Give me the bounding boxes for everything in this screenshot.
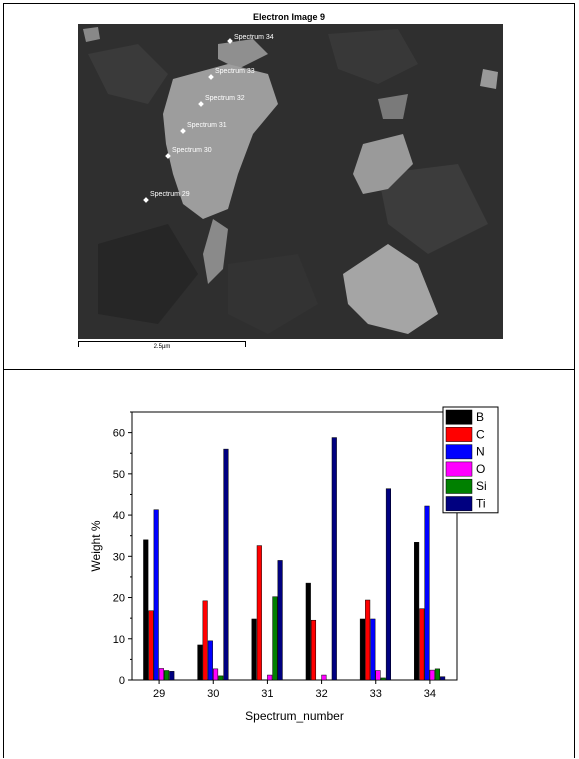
bar-o-30 — [213, 668, 219, 681]
spectrum-label: Spectrum 33 — [215, 68, 255, 75]
electron-micrograph: Spectrum 34 Spectrum 33 Spectrum 32 Spec… — [78, 24, 503, 339]
chart-panel: 29 30 31 32 33 34 0 10 20 30 40 50 60 B C N O Si Ti Weight… — [3, 369, 575, 758]
bar-c-32 — [310, 619, 317, 681]
legend-swatch-b — [445, 409, 473, 425]
legend-label-b: B — [476, 410, 484, 424]
bar-ti-32 — [331, 437, 337, 681]
bar-si-34 — [434, 668, 440, 681]
bar-ti-30 — [223, 448, 229, 681]
legend-label-o: O — [476, 462, 485, 476]
x-tick-label: 30 — [207, 688, 219, 700]
legend-swatch-si — [445, 478, 473, 494]
bar-si-29 — [164, 670, 170, 681]
legend-swatch-c — [445, 427, 473, 442]
bar-n-33 — [370, 618, 376, 681]
bar-si-33 — [380, 677, 386, 681]
bar-b-33 — [359, 618, 365, 681]
x-axis-title: Spectrum_number — [245, 709, 344, 723]
y-tick-label: 10 — [113, 634, 125, 646]
legend-label-ti: Ti — [476, 497, 486, 511]
legend-label-si: Si — [476, 479, 487, 493]
bar-c-30 — [202, 600, 208, 681]
bar-n-30 — [207, 640, 213, 681]
bar-c-29 — [148, 610, 154, 681]
bar-b-32 — [305, 582, 311, 681]
x-tick-label: 29 — [153, 688, 165, 700]
bar-ti-33 — [385, 488, 391, 681]
bar-o-32 — [321, 674, 327, 681]
legend-label-n: N — [476, 445, 485, 459]
spectrum-label: Spectrum 29 — [150, 191, 190, 198]
y-tick-label: 30 — [113, 551, 125, 563]
legend-swatch-n — [445, 444, 473, 460]
bar-ti-31 — [277, 560, 283, 681]
bar-o-34 — [429, 669, 435, 681]
scale-bar-line — [78, 341, 246, 347]
bar-n-34 — [424, 505, 430, 681]
y-tick-label: 20 — [113, 593, 125, 605]
bar-b-34 — [414, 542, 420, 681]
y-axis-title: Weight % — [89, 520, 103, 571]
spectrum-label: Spectrum 32 — [205, 95, 245, 102]
electron-image-title: Electron Image 9 — [252, 12, 326, 22]
bar-ti-34 — [440, 676, 446, 681]
bar-o-29 — [158, 668, 164, 681]
spectrum-label: Spectrum 30 — [172, 147, 212, 154]
bar-b-30 — [197, 644, 203, 681]
y-tick-label: 40 — [113, 510, 125, 522]
bar-si-30 — [218, 675, 224, 681]
legend-swatch-ti — [445, 496, 473, 512]
bar-c-31 — [256, 545, 262, 681]
x-tick-label: 34 — [424, 688, 436, 700]
legend-box — [442, 406, 499, 514]
x-tick-label: 32 — [315, 688, 327, 700]
bar-n-29 — [153, 509, 159, 681]
bar-b-29 — [143, 539, 149, 681]
y-tick-label: 0 — [119, 675, 125, 687]
y-tick-label: 60 — [113, 428, 125, 440]
bar-c-34 — [419, 608, 425, 681]
bar-si-31 — [272, 596, 278, 681]
scale-bar-label: 2.5µm — [153, 344, 171, 350]
bar-b-31 — [251, 618, 257, 681]
bar-c-33 — [365, 599, 371, 681]
plot-frame — [131, 411, 458, 681]
x-tick-label: 31 — [261, 688, 273, 700]
bar-o-31 — [267, 674, 273, 681]
electron-image-panel: Electron Image 9 Spe — [3, 3, 575, 370]
legend-swatch-o — [445, 461, 473, 477]
spectrum-label: Spectrum 34 — [234, 34, 274, 41]
bar-ti-29 — [169, 671, 175, 681]
legend-label-c: C — [476, 427, 485, 441]
y-tick-label: 50 — [113, 469, 125, 481]
bar-o-33 — [375, 670, 381, 681]
scale-bar: 2.5µm — [78, 340, 246, 352]
spectrum-label: Spectrum 31 — [187, 122, 227, 129]
x-tick-label: 33 — [370, 688, 382, 700]
